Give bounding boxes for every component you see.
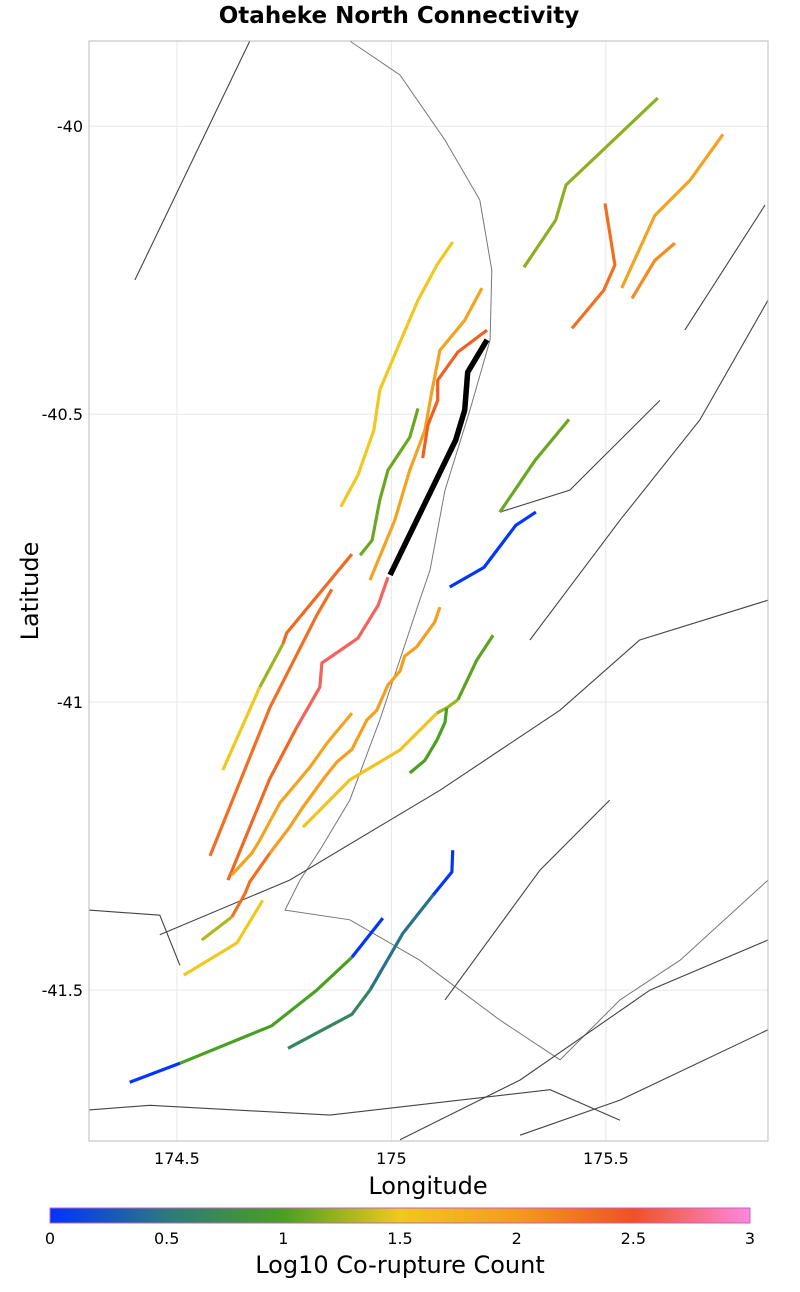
corupture-fault-section	[200, 915, 233, 942]
fault-trace	[159, 599, 769, 936]
corupture-fault-section	[179, 956, 353, 1065]
corupture-fault-section	[456, 634, 495, 701]
corupture-fault-section	[570, 203, 617, 330]
corupture-fault-section	[295, 576, 390, 728]
corupture-fault-section	[230, 712, 354, 876]
y-tick-label: -40	[57, 117, 83, 136]
corupture-fault-section	[350, 917, 385, 959]
fault-trace	[399, 939, 769, 1141]
corupture-fault-section	[182, 899, 265, 977]
corupture-fault-section	[448, 510, 537, 589]
background-faults	[88, 40, 769, 1141]
corupture-fault-section	[620, 133, 725, 289]
x-axis-label: Longitude	[368, 1172, 487, 1200]
corupture-fault-section	[208, 588, 334, 857]
corupture-fault-section	[498, 418, 571, 513]
corupture-fault-section	[226, 726, 299, 881]
corupture-fault-section	[301, 711, 439, 829]
colorbar-tick-label: 1	[278, 1229, 288, 1248]
x-axis-ticks: 174.5 175 175.5	[154, 1149, 629, 1168]
x-tick-label: 175	[376, 1149, 407, 1168]
corupture-fault-section	[408, 707, 449, 775]
corupture-fault-section	[522, 96, 659, 269]
coastline	[284, 40, 769, 1061]
fault-trace	[684, 204, 766, 331]
colorbar-tick-label: 0.5	[154, 1229, 179, 1248]
colorbar-tick-label: 3	[745, 1229, 755, 1248]
y-axis-label: Latitude	[16, 542, 44, 641]
corupture-fault-section	[129, 1061, 181, 1084]
corupture-fault-section	[258, 643, 285, 688]
y-tick-label: -41	[57, 693, 83, 712]
colorbar	[49, 1207, 751, 1224]
corupture-fault-section	[339, 241, 455, 508]
colorbar-tick-label: 2.5	[621, 1229, 646, 1248]
y-tick-label: -41.5	[42, 981, 83, 1000]
colorbar-tick-label: 2	[512, 1229, 522, 1248]
corupture-fault-section	[268, 606, 442, 854]
colorbar-tick-label: 1.5	[387, 1229, 412, 1248]
fault-trace	[134, 40, 251, 281]
fault-trace	[444, 799, 611, 1001]
corupture-fault-section	[281, 553, 354, 645]
fault-trace	[88, 909, 181, 966]
corupture-fault-section	[358, 407, 420, 557]
fault-trace	[519, 1029, 769, 1136]
corupture-fault-section	[431, 850, 455, 897]
colorbar-ticks: 0 0.5 1 1.5 2 2.5 3	[45, 1229, 755, 1248]
corupture-fault-section	[421, 328, 488, 459]
x-tick-label: 174.5	[154, 1149, 200, 1168]
corupture-fault-section	[368, 287, 484, 581]
colorbar-label: Log10 Co-rupture Count	[255, 1251, 545, 1279]
fault-trace	[88, 1089, 621, 1121]
corupture-fault-section	[221, 686, 262, 771]
corupture-fault-section	[630, 241, 676, 300]
fault-trace	[529, 299, 769, 641]
y-tick-label: -40.5	[42, 405, 83, 424]
x-tick-label: 175.5	[583, 1149, 629, 1168]
source-fault-otaheke-north	[387, 338, 490, 577]
colorbar-tick-label: 0	[45, 1229, 55, 1248]
map-title: Otaheke North Connectivity	[219, 3, 580, 29]
corupture-fault-section	[287, 989, 372, 1050]
plot-frame	[88, 40, 769, 1142]
y-axis-ticks: -40 -40.5 -41 -41.5	[42, 117, 83, 1000]
fault-trace	[499, 400, 661, 513]
colored-faults	[129, 96, 725, 1084]
corupture-fault-section	[230, 852, 272, 918]
corupture-fault-section	[368, 894, 435, 991]
